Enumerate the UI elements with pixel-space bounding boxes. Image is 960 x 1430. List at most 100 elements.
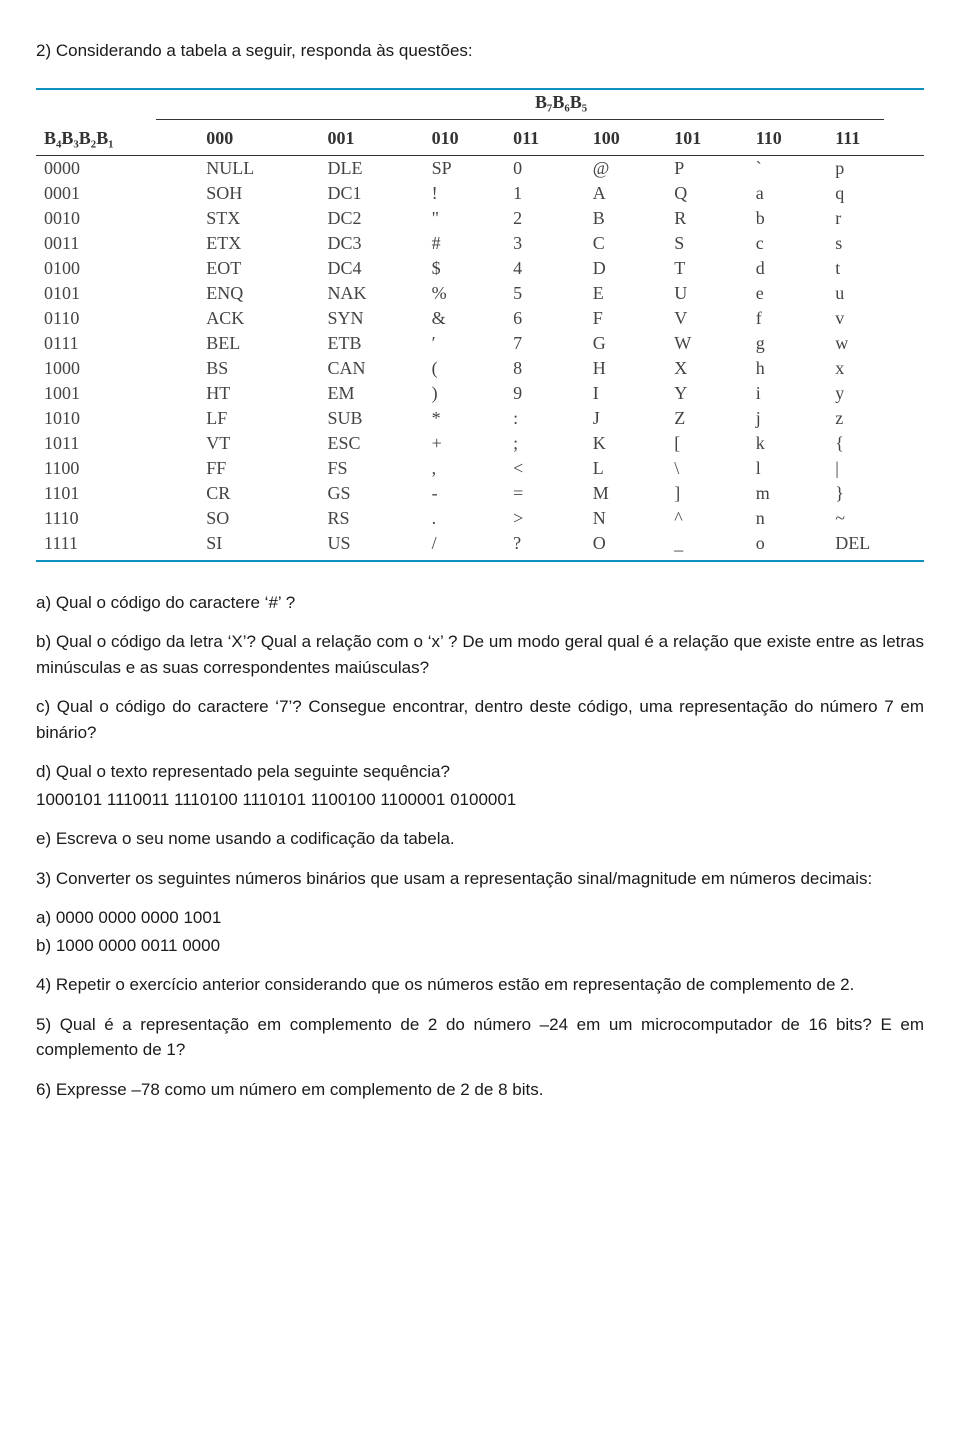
- table-cell: o: [748, 531, 828, 556]
- table-row: 1001HTEM)9IYiy: [36, 381, 924, 406]
- table-cell: B: [585, 206, 666, 231]
- table-row: 0001SOHDC1!1AQaq: [36, 181, 924, 206]
- table-row: 0010STXDC2"2BRbr: [36, 206, 924, 231]
- table-cell: v: [827, 306, 924, 331]
- table-cell: T: [666, 256, 747, 281]
- table-cell: X: [666, 356, 747, 381]
- table-cell: ;: [505, 431, 585, 456]
- table-row: 1011VTESC+;K[k{: [36, 431, 924, 456]
- table-cell: J: [585, 406, 666, 431]
- table-cell: BEL: [198, 331, 319, 356]
- row-bits: 1011: [36, 431, 198, 456]
- question-2d-sequence: 1000101 1110011 1110100 1110101 1100100 …: [36, 787, 924, 813]
- table-cell: DC3: [319, 231, 423, 256]
- question-2c: c) Qual o código do caractere ‘7’? Conse…: [36, 694, 924, 745]
- row-bits: 0000: [36, 156, 198, 181]
- table-cell: #: [424, 231, 505, 256]
- table-cell: 5: [505, 281, 585, 306]
- row-bits: 0011: [36, 231, 198, 256]
- row-bits: 1110: [36, 506, 198, 531]
- row-bits: 1101: [36, 481, 198, 506]
- table-cell: K: [585, 431, 666, 456]
- question-4: 4) Repetir o exercício anterior consider…: [36, 972, 924, 998]
- table-cell: SI: [198, 531, 319, 556]
- col-header: 100: [585, 120, 666, 155]
- table-cell: h: [748, 356, 828, 381]
- table-cell: ?: [505, 531, 585, 556]
- col-header: 101: [666, 120, 747, 155]
- table-row: 1000BSCAN(8HXhx: [36, 356, 924, 381]
- row-bits: 1111: [36, 531, 198, 556]
- row-bits: 0010: [36, 206, 198, 231]
- table-cell: SO: [198, 506, 319, 531]
- table-cell: M: [585, 481, 666, 506]
- table-cell: i: [748, 381, 828, 406]
- table-cell: 3: [505, 231, 585, 256]
- question-2-intro: 2) Considerando a tabela a seguir, respo…: [36, 38, 924, 64]
- table-cell: =: [505, 481, 585, 506]
- row-bits: 0110: [36, 306, 198, 331]
- row-bits: 1010: [36, 406, 198, 431]
- col-header: 000: [198, 120, 319, 155]
- col-header: 001: [319, 120, 423, 155]
- question-2b: b) Qual o código da letra ‘X’? Qual a re…: [36, 629, 924, 680]
- table-cell: b: [748, 206, 828, 231]
- table-cell: VT: [198, 431, 319, 456]
- table-cell: 4: [505, 256, 585, 281]
- table-cell: s: [827, 231, 924, 256]
- table-cell: .: [424, 506, 505, 531]
- table-cell: U: [666, 281, 747, 306]
- row-bits: 0111: [36, 331, 198, 356]
- table-cell: ): [424, 381, 505, 406]
- table-cell: ^: [666, 506, 747, 531]
- question-2a: a) Qual o código do caractere ‘#’ ?: [36, 590, 924, 616]
- table-cell: !: [424, 181, 505, 206]
- table-cell: E: [585, 281, 666, 306]
- table-cell: ′: [424, 331, 505, 356]
- table-cell: |: [827, 456, 924, 481]
- table-cell: d: [748, 256, 828, 281]
- table-cell: c: [748, 231, 828, 256]
- table-cell: Z: [666, 406, 747, 431]
- table-cell: NAK: [319, 281, 423, 306]
- table-row: 0000NULLDLESP0@P`p: [36, 156, 924, 181]
- table-cell: L: [585, 456, 666, 481]
- table-cell: 6: [505, 306, 585, 331]
- table-cell: F: [585, 306, 666, 331]
- table-cell: LF: [198, 406, 319, 431]
- question-2e: e) Escreva o seu nome usando a codificaç…: [36, 826, 924, 852]
- table-cell: y: [827, 381, 924, 406]
- table-cell: W: [666, 331, 747, 356]
- table-cell: O: [585, 531, 666, 556]
- table-cell: 7: [505, 331, 585, 356]
- table-cell: :: [505, 406, 585, 431]
- table-cell: CR: [198, 481, 319, 506]
- table-cell: k: [748, 431, 828, 456]
- table-cell: l: [748, 456, 828, 481]
- table-cell: DC4: [319, 256, 423, 281]
- table-cell: FF: [198, 456, 319, 481]
- question-6: 6) Expresse –78 como um número em comple…: [36, 1077, 924, 1103]
- table-cell: ETX: [198, 231, 319, 256]
- table-row: 1111SIUS/?O_oDEL: [36, 531, 924, 556]
- table-cell: 0: [505, 156, 585, 181]
- table-col-header-row: B₄B₃B₂B₁ 000 001 010 011 100 101 110 111: [36, 120, 924, 155]
- table-cell: e: [748, 281, 828, 306]
- table-cell: u: [827, 281, 924, 306]
- table-cell: \: [666, 456, 747, 481]
- table-cell: SOH: [198, 181, 319, 206]
- table-cell: BS: [198, 356, 319, 381]
- ascii-table: B₇B₆B₅ B₄B₃B₂B₁ 000 001 010 011 100 101 …: [36, 90, 924, 556]
- table-cell: EM: [319, 381, 423, 406]
- table-cell: a: [748, 181, 828, 206]
- question-3a: a) 0000 0000 0000 1001: [36, 905, 924, 931]
- table-cell: p: [827, 156, 924, 181]
- table-cell: 9: [505, 381, 585, 406]
- table-cell: GS: [319, 481, 423, 506]
- table-cell: 1: [505, 181, 585, 206]
- table-cell: N: [585, 506, 666, 531]
- table-cell: %: [424, 281, 505, 306]
- table-cell: *: [424, 406, 505, 431]
- table-cell: <: [505, 456, 585, 481]
- table-cell: t: [827, 256, 924, 281]
